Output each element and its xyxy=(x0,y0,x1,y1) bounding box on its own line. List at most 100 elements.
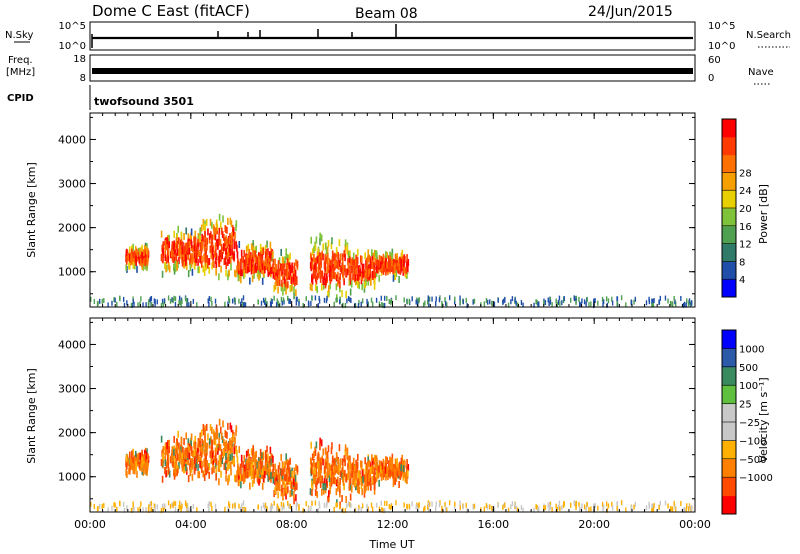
echo-cell xyxy=(427,502,430,508)
echo-cell xyxy=(354,274,357,282)
echo-cell xyxy=(355,267,357,275)
echo-cell xyxy=(225,247,227,255)
echo-cell xyxy=(277,267,280,275)
echo-cell xyxy=(227,455,230,463)
echo-cell xyxy=(264,245,267,253)
colorbar-tick-label: 20 xyxy=(739,204,752,215)
echo-cell xyxy=(148,504,150,510)
echo-cell xyxy=(235,220,238,228)
echo-cell xyxy=(261,471,263,479)
echo-cell xyxy=(257,263,260,271)
echo-cell xyxy=(380,461,383,469)
echo-cell xyxy=(371,249,373,257)
echo-cell xyxy=(374,271,377,279)
echo-cell xyxy=(335,479,338,487)
echo-cell xyxy=(183,257,185,265)
echo-cell xyxy=(376,457,378,465)
echo-cell xyxy=(259,243,262,251)
echo-cell xyxy=(217,259,220,267)
echo-cell xyxy=(394,468,396,476)
echo-cell xyxy=(287,465,290,473)
echo-cell xyxy=(275,275,277,283)
echo-cell xyxy=(406,272,408,280)
echo-cell xyxy=(204,425,206,433)
echo-cell xyxy=(361,265,364,273)
echo-cell xyxy=(145,460,147,468)
echo-cell xyxy=(371,506,374,512)
echo-cell xyxy=(325,461,328,469)
echo-cell xyxy=(250,448,253,456)
echo-cell xyxy=(318,262,321,270)
echo-cell xyxy=(178,237,180,245)
echo-cell xyxy=(283,489,286,497)
echo-cell xyxy=(246,461,249,469)
echo-cell xyxy=(242,507,245,513)
echo-cell xyxy=(320,270,322,278)
echo-cell xyxy=(211,506,213,512)
echo-cell xyxy=(315,257,317,265)
echo-cell xyxy=(196,452,199,460)
echo-cell xyxy=(107,507,109,513)
echo-cell xyxy=(296,260,299,268)
echo-cell xyxy=(141,260,143,268)
echo-cell xyxy=(314,467,316,475)
echo-cell xyxy=(267,255,270,263)
echo-cell xyxy=(685,507,687,513)
echo-cell xyxy=(140,501,142,507)
echo-cell xyxy=(349,502,351,508)
echo-cell xyxy=(166,246,169,254)
echo-cell xyxy=(213,226,215,234)
echo-cell xyxy=(403,256,406,264)
echo-cell xyxy=(394,272,396,280)
echo-cell xyxy=(193,237,196,245)
echo-cell xyxy=(473,298,476,304)
echo-cell xyxy=(390,298,393,304)
echo-cell xyxy=(210,436,212,444)
echo-cell xyxy=(295,289,297,297)
echo-cell xyxy=(266,255,268,263)
echo-cell xyxy=(346,452,349,460)
echo-cell xyxy=(285,268,288,276)
echo-cell xyxy=(183,233,185,241)
echo-cell xyxy=(227,217,229,225)
echo-cell xyxy=(230,263,232,271)
echo-cell xyxy=(197,448,199,456)
echo-cell xyxy=(227,506,229,512)
echo-cell xyxy=(103,297,105,303)
echo-cell xyxy=(227,296,230,302)
echo-cell xyxy=(375,502,378,508)
echo-cell xyxy=(170,251,172,259)
echo-cell xyxy=(322,482,325,490)
echo-cell xyxy=(197,471,199,479)
echo-cell xyxy=(176,263,179,271)
echo-cell xyxy=(215,239,218,247)
echo-cell xyxy=(274,477,276,485)
echo-cell xyxy=(240,249,243,257)
echo-cell xyxy=(389,258,391,266)
echo-cell xyxy=(138,461,141,469)
echo-cell xyxy=(183,261,186,269)
echo-cell xyxy=(215,473,217,481)
colorbar-cell xyxy=(722,477,736,497)
echo-cell xyxy=(209,233,211,241)
echo-cell xyxy=(264,502,267,508)
y-tick-label: 1000 xyxy=(58,266,86,279)
echo-cell xyxy=(213,431,215,439)
echo-cell xyxy=(185,457,188,465)
echo-cell xyxy=(326,266,328,274)
echo-cell xyxy=(177,430,180,438)
echo-cell xyxy=(314,462,316,470)
echo-cell xyxy=(242,301,244,307)
echo-cell xyxy=(325,256,328,264)
echo-cell xyxy=(281,300,283,306)
echo-cell xyxy=(319,232,321,240)
echo-cell xyxy=(291,265,294,273)
echo-cell xyxy=(234,232,236,240)
echo-cell xyxy=(220,454,222,462)
echo-cell xyxy=(219,444,222,452)
echo-cell xyxy=(516,507,519,513)
echo-cell xyxy=(201,446,204,454)
echo-cell xyxy=(243,259,246,267)
colorbar-cell xyxy=(722,422,736,441)
echo-cell xyxy=(549,296,552,302)
